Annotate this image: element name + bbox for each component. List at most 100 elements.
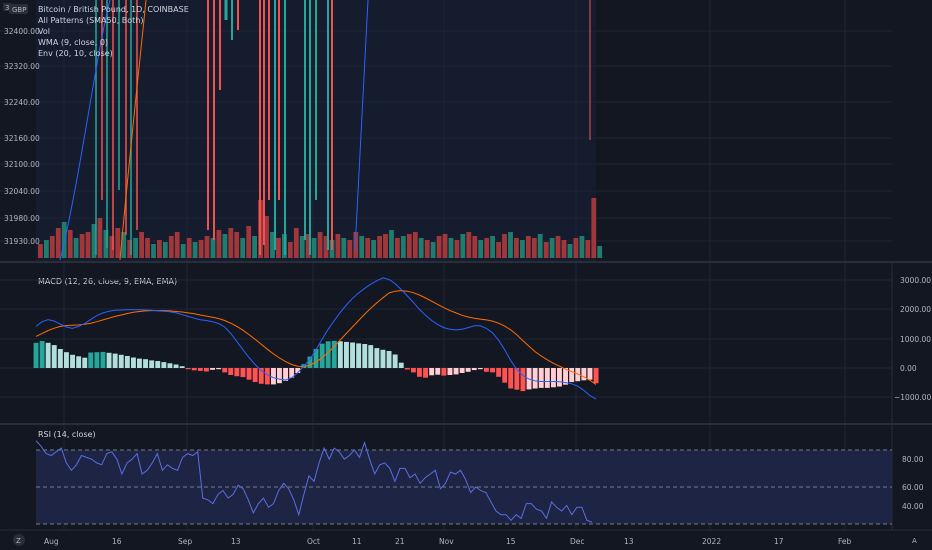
macd-histogram-bar bbox=[307, 356, 313, 368]
date-tick: Dec bbox=[570, 537, 585, 546]
volume-bar bbox=[174, 232, 180, 258]
volume-bar bbox=[222, 234, 228, 258]
macd-histogram-bar bbox=[137, 358, 142, 368]
rsi-tick: 80.00 bbox=[902, 455, 924, 464]
volume-bar bbox=[531, 238, 537, 258]
volume-bars bbox=[38, 198, 603, 258]
pane-badge[interactable] bbox=[3, 3, 11, 11]
date-tick: Nov bbox=[439, 537, 454, 546]
macd-histogram-bar bbox=[459, 368, 465, 373]
volume-bar bbox=[466, 232, 472, 258]
volume-bar bbox=[472, 236, 478, 258]
volume-bar bbox=[406, 234, 412, 258]
volume-bar bbox=[341, 238, 347, 258]
macd-histogram-bar bbox=[514, 368, 520, 390]
macd-histogram-bar bbox=[392, 354, 398, 368]
macd-histogram-bar bbox=[435, 368, 441, 375]
macd-histogram-bar bbox=[197, 368, 203, 371]
volume-bar bbox=[573, 238, 579, 258]
macd-histogram-bar bbox=[76, 356, 82, 368]
rsi-label[interactable]: RSI (14, close) bbox=[38, 430, 96, 439]
indicator-wma[interactable]: WMA (9, close, 0) bbox=[38, 38, 108, 47]
timezone-button[interactable] bbox=[13, 534, 25, 546]
volume-bar bbox=[97, 218, 103, 258]
macd-histogram-bar bbox=[484, 368, 489, 372]
rsi-band-lines bbox=[36, 449, 892, 525]
macd-histogram-bar bbox=[88, 352, 94, 368]
macd-histogram-bar bbox=[350, 342, 355, 368]
macd-histogram-bar bbox=[277, 368, 282, 384]
volume-bar bbox=[389, 230, 394, 258]
volume-bar bbox=[502, 234, 507, 258]
macd-histogram-bar bbox=[532, 368, 538, 389]
indicator-vol[interactable]: Vol bbox=[38, 27, 50, 36]
volume-bar bbox=[234, 232, 240, 258]
macd-histogram-bar bbox=[313, 349, 319, 368]
volume-bar bbox=[151, 244, 156, 258]
indicator-env[interactable]: Env (20, 10, close) bbox=[38, 49, 113, 58]
timezone-button-label: Z bbox=[16, 537, 21, 545]
macd-histogram-bar bbox=[39, 341, 45, 368]
macd-histogram-bar bbox=[149, 360, 155, 368]
macd-histogram-bar bbox=[155, 361, 161, 368]
volume-bar bbox=[103, 230, 109, 258]
volume-bar bbox=[525, 236, 531, 258]
volume-bar bbox=[520, 240, 525, 258]
macd-histogram-bar bbox=[124, 356, 130, 368]
macd-histogram-bar bbox=[380, 349, 386, 368]
volume-bar bbox=[448, 238, 454, 258]
macd-histogram-bar bbox=[70, 354, 75, 368]
macd-histogram-bar bbox=[319, 343, 325, 368]
volume-bar bbox=[192, 242, 198, 258]
volume-bar bbox=[371, 240, 376, 258]
macd-histogram-bar bbox=[216, 368, 222, 370]
date-tick: 15 bbox=[506, 537, 516, 546]
macd-label[interactable]: MACD (12, 26, close, 9, EMA, EMA) bbox=[38, 277, 177, 286]
price-tick: 32100.00 bbox=[4, 160, 40, 169]
volume-bar bbox=[555, 236, 561, 258]
macd-axis[interactable]: 3000.00 2000.00 1000.00 0.00 −1000.00 bbox=[894, 276, 932, 402]
volume-bar bbox=[311, 238, 317, 258]
macd-histogram-bar bbox=[587, 368, 593, 380]
date-tick: 13 bbox=[231, 537, 241, 546]
macd-histogram-bar bbox=[100, 351, 106, 368]
indicator-all-patterns[interactable]: All Patterns (SMA50, Both) bbox=[38, 16, 144, 25]
macd-tick: 3000.00 bbox=[900, 276, 931, 285]
macd-histogram-bar bbox=[161, 362, 167, 368]
volume-bar bbox=[347, 240, 353, 258]
volume-bar bbox=[198, 240, 204, 258]
macd-histogram-bar bbox=[234, 368, 240, 377]
macd-histogram-bar bbox=[538, 368, 544, 388]
price-axis[interactable]: 32400.00 32320.00 32240.00 32160.00 3210… bbox=[4, 27, 40, 246]
macd-histogram-bar bbox=[185, 368, 191, 370]
envelope-line bbox=[354, 0, 369, 251]
volume-bar bbox=[133, 238, 138, 258]
volume-bar bbox=[549, 238, 555, 258]
auto-scale-button[interactable]: A bbox=[912, 537, 917, 545]
macd-histogram-bar bbox=[398, 362, 404, 368]
volume-bar bbox=[490, 236, 495, 258]
time-axis[interactable]: Aug 16 Sep 13 Oct 11 21 Nov 15 Dec 13 20… bbox=[44, 537, 852, 546]
symbol-title[interactable]: Bitcoin / British Pound, 1D, COINBASE bbox=[38, 5, 189, 14]
macd-histogram-bar bbox=[331, 340, 337, 368]
volume-bar bbox=[335, 234, 341, 258]
rsi-axis[interactable]: 80.00 60.00 40.00 bbox=[902, 455, 924, 511]
macd-histogram-bar bbox=[228, 368, 234, 375]
rsi-line bbox=[35, 440, 593, 523]
price-axis-top-label: 3 bbox=[5, 4, 9, 12]
macd-histogram-bar bbox=[64, 352, 69, 368]
macd-histogram-bar bbox=[417, 368, 422, 377]
macd-line bbox=[35, 277, 597, 400]
macd-histogram-bar bbox=[258, 368, 264, 384]
volume-bar bbox=[44, 240, 49, 258]
macd-histogram-bar bbox=[264, 368, 270, 385]
volume-bar bbox=[508, 232, 513, 258]
macd-signal-line bbox=[35, 290, 597, 385]
macd-histogram-bar bbox=[33, 342, 39, 368]
wma-line bbox=[119, 0, 147, 261]
volume-bar bbox=[127, 240, 133, 258]
macd-histogram-bar bbox=[82, 357, 88, 368]
macd-histogram-bar bbox=[325, 341, 331, 368]
currency-badge[interactable] bbox=[9, 4, 28, 14]
